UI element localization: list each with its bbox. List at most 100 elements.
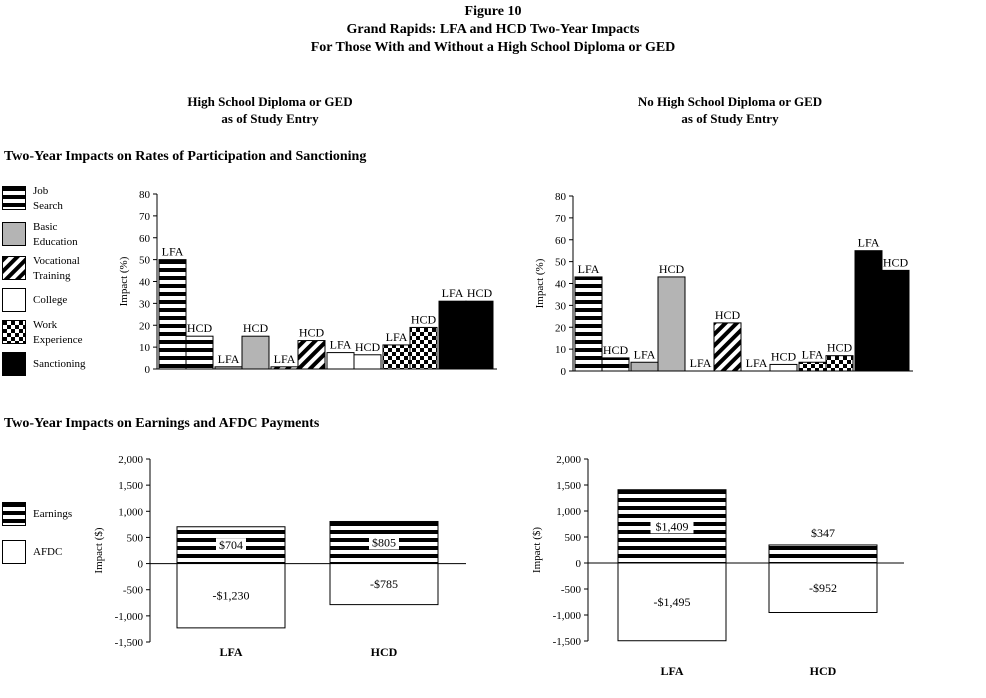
- y-tick-label: 70: [139, 211, 151, 223]
- y-tick-label: 70: [555, 213, 567, 225]
- bar-lfa-5: [854, 250, 883, 372]
- legend-label-1: Basic Education: [33, 220, 78, 250]
- bar-label: HCD: [411, 312, 437, 326]
- y-tick-label: 2,000: [118, 454, 143, 466]
- earnings-chart-no-diploma: -1,500 -1,000 -500 0 500 1,000 1,500 2,000 Impac…: [531, 454, 904, 678]
- bar-label: LFA: [386, 330, 408, 344]
- bar-hcd-0: [601, 357, 630, 372]
- bar-hcd-5: [881, 269, 910, 372]
- bar-afdc-1: [329, 563, 439, 606]
- legend-label-2: Vocational Training: [33, 254, 80, 284]
- y-tick-label: -1,500: [553, 636, 582, 648]
- category-label: LFA: [219, 645, 242, 659]
- legend-swatch-fill: [3, 257, 25, 279]
- y-tick-label: 50: [555, 257, 567, 269]
- bar-label: LFA: [330, 338, 352, 352]
- bar-lfa-4: [382, 344, 411, 370]
- legend-swatch-fill: [3, 503, 25, 525]
- afdc-value-label: -$1,495: [654, 595, 691, 609]
- y-tick-label: 60: [555, 235, 567, 247]
- afdc-value-label: -$785: [370, 577, 398, 591]
- bar-label: LFA: [634, 347, 656, 361]
- bar-lfa-0: [574, 276, 603, 372]
- bar-hcd-1: [657, 276, 686, 372]
- bar-hcd-5: [465, 300, 494, 370]
- y-tick-label: 10: [139, 342, 151, 354]
- y-tick-label: 1,500: [118, 480, 143, 492]
- bar-label: LFA: [442, 286, 464, 300]
- earnings-legend-label-0: Earnings: [33, 508, 73, 520]
- y-tick-label: 1,500: [556, 480, 581, 492]
- y-tick-label: 0: [138, 559, 144, 571]
- bar-label: HCD: [827, 341, 853, 355]
- legend-swatch-3: [2, 288, 26, 312]
- legend-label-line2: Search: [33, 200, 63, 212]
- earnings-legend-swatch-1: [2, 540, 26, 564]
- bar-afdc-0: [176, 563, 286, 629]
- bar-lfa-5: [438, 300, 467, 370]
- earnings-legend: Earnings AFDC: [0, 500, 110, 570]
- y-tick-label: 20: [139, 320, 151, 332]
- y-axis-label: Impact (%): [118, 256, 130, 306]
- y-tick-label: 40: [555, 279, 567, 291]
- bar-earnings-1: [768, 544, 878, 564]
- legend-swatch-fill: [3, 289, 25, 311]
- legend-swatch-4: [2, 320, 26, 344]
- legend-swatch-1: [2, 222, 26, 246]
- legend-swatch-rect: [3, 223, 25, 245]
- earnings-label-backing: [650, 519, 694, 534]
- y-axis-label: Impact ($): [531, 527, 543, 573]
- legend-label-line1: Basic: [33, 221, 58, 233]
- earnings-value-label: $347: [811, 526, 835, 540]
- bar-label: HCD: [883, 255, 909, 269]
- legend-swatch-5: [2, 352, 26, 376]
- earnings-value-label: $1,409: [656, 519, 689, 533]
- y-tick-label: 0: [576, 558, 582, 570]
- y-tick-label: -500: [561, 584, 582, 596]
- y-tick-label: 0: [561, 366, 567, 378]
- bar-label: HCD: [659, 262, 685, 276]
- earnings-legend-label-1: AFDC: [33, 546, 63, 558]
- figure-title-line2: For Those With and Without a High School…: [310, 40, 676, 55]
- legend-swatch-rect: [3, 187, 25, 209]
- right-column-header-line2: as of Study Entry: [681, 111, 779, 126]
- earnings-legend-swatch-0: [2, 502, 26, 526]
- bar-lfa-0: [158, 259, 187, 370]
- bar-label: HCD: [771, 349, 797, 363]
- earnings-label-backing: [216, 538, 246, 553]
- legend-label-5: Sanctioning: [33, 357, 86, 372]
- legend-label-line1: Sanctioning: [33, 358, 86, 370]
- bar-lfa-1: [630, 361, 659, 372]
- left-column-header: High School Diploma or GED as of Study E…: [120, 93, 420, 127]
- bar-label: HCD: [603, 343, 629, 357]
- figure-number: Figure 10: [464, 4, 522, 19]
- y-tick-label: 500: [127, 532, 144, 544]
- bar-label: LFA: [218, 352, 240, 366]
- bar-hcd-4: [409, 326, 438, 370]
- y-tick-label: -1,000: [553, 610, 582, 622]
- legend-label-line2: Training: [33, 270, 71, 282]
- left-column-header-line2: as of Study Entry: [221, 111, 319, 126]
- legend-swatch-rect: [3, 321, 25, 343]
- figure-title-line1: Grand Rapids: LFA and HCD Two-Year Impac…: [346, 22, 640, 37]
- category-label: HCD: [371, 645, 398, 659]
- bar-label: HCD: [467, 286, 493, 300]
- y-tick-label: -1,500: [115, 637, 144, 649]
- legend-label-line1: Work: [33, 319, 58, 331]
- legend-label-line1: Vocational: [33, 255, 80, 267]
- bar-label: HCD: [355, 340, 381, 354]
- earnings-label-backing: [369, 535, 399, 550]
- y-tick-label: 50: [139, 255, 151, 267]
- bar-hcd-2: [297, 340, 326, 370]
- afdc-value-label: -$952: [809, 581, 837, 595]
- section-earnings-heading: Two-Year Impacts on Earnings and AFDC Pa…: [4, 416, 320, 431]
- bar-afdc-0: [617, 562, 727, 642]
- legend-label-line2: Experience: [33, 334, 83, 346]
- earnings-value-label: $805: [372, 536, 396, 550]
- bar-hcd-3: [769, 363, 798, 372]
- right-column-header: No High School Diploma or GED as of Stud…: [580, 93, 880, 127]
- bar-lfa-3: [326, 352, 355, 370]
- earnings-chart-diploma: -1,500 -1,000 -500 0 500 1,000 1,500 2,000 Impac…: [93, 454, 466, 659]
- bar-hcd-2: [713, 322, 742, 372]
